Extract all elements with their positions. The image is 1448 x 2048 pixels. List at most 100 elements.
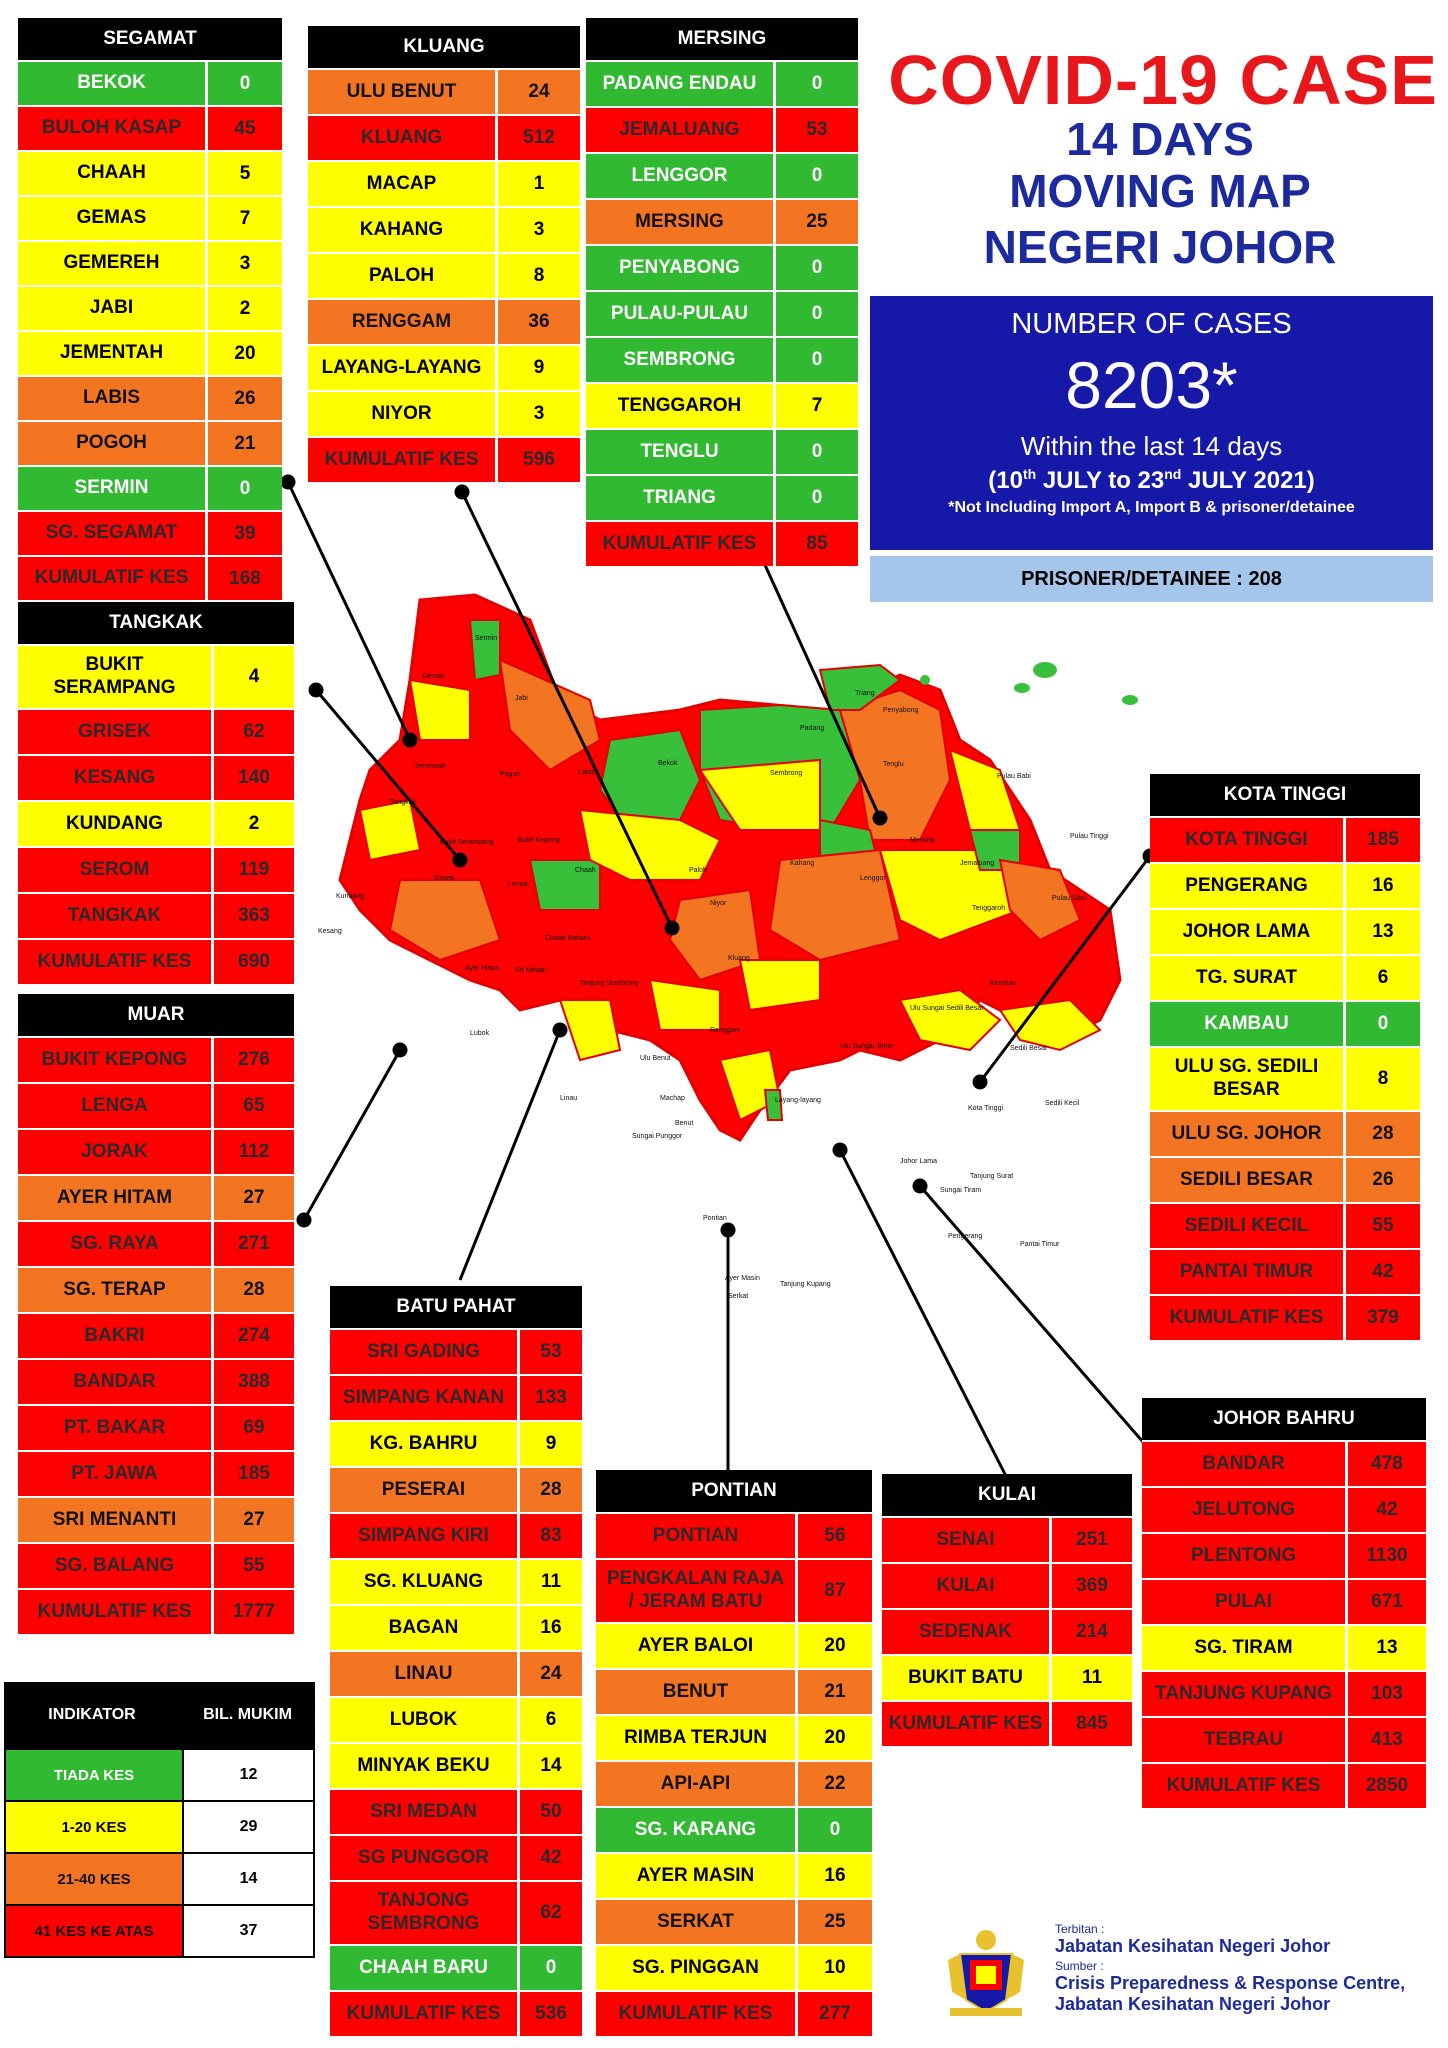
mukim-row: SERKAT 25 — [596, 1898, 872, 1944]
mukim-case-count: 1 — [533, 173, 545, 194]
mukim-name: PANTAI TIMUR — [1150, 1250, 1346, 1294]
mukim-row: PLENTONG 1130 — [1142, 1532, 1426, 1578]
mukim-case-count: 26 — [1372, 1169, 1394, 1190]
mukim-row: KAMBAU 0 — [1150, 1000, 1420, 1046]
mukim-name: PULAI — [1142, 1580, 1348, 1624]
mukim-case-count: 7 — [811, 395, 823, 416]
mukim-case-count: 9 — [533, 357, 545, 378]
mukim-name: PT. JAWA — [18, 1452, 214, 1496]
mukim-name: API-API — [596, 1762, 798, 1806]
mukim-row: SEMBRONG 0 — [586, 336, 858, 382]
mukim-case-count: 0 — [811, 303, 823, 324]
mukim-case-count: 478 — [1371, 1453, 1403, 1474]
mukim-case-count: 0 — [811, 165, 823, 186]
mukim-case-count: 251 — [1076, 1529, 1108, 1550]
mukim-case-count: 3 — [533, 219, 545, 240]
panel-header: MERSING — [586, 18, 858, 60]
mukim-case-count: 39 — [234, 522, 256, 544]
mukim-row: LUBOK 6 — [330, 1696, 582, 1742]
mukim-case-count: 0 — [811, 257, 823, 278]
map-label: Gemas — [422, 673, 445, 680]
mukim-name: SG PUNGGOR — [330, 1836, 520, 1880]
map-label: Tanjung Surat — [970, 1173, 1013, 1180]
map-label: Sedili Besar — [1010, 1045, 1048, 1052]
mukim-row: JOHOR LAMA 13 — [1150, 908, 1420, 954]
mukim-row: BUKIT SERAMPANG 4 — [18, 644, 294, 708]
map-label: Layang-layang — [775, 1097, 821, 1104]
legend-mukim-count: 37 — [182, 1906, 315, 1956]
mukim-row: SRI MEDAN 50 — [330, 1788, 582, 1834]
mukim-name: JORAK — [18, 1130, 214, 1174]
panel-header: PONTIAN — [596, 1470, 872, 1512]
mukim-name: SRI MENANTI — [18, 1498, 214, 1542]
mukim-case-count: 0 — [811, 441, 823, 462]
map-label: Kahang — [790, 860, 814, 867]
mukim-name: SG. RAYA — [18, 1222, 214, 1266]
map-label: Jemaluang — [960, 860, 994, 867]
mukim-case-count: 214 — [1076, 1621, 1108, 1642]
mukim-row: PENGKALAN RAJA / JERAM BATU 87 — [596, 1558, 872, 1622]
map-label: Pontian — [703, 1215, 727, 1222]
mukim-name: SG. BALANG — [18, 1544, 214, 1588]
mukim-row: NIYOR 3 — [308, 390, 580, 436]
map-region-pontian-yellow — [558, 999, 622, 1062]
map-label: Serkat — [728, 1293, 748, 1300]
mukim-case-count: 413 — [1371, 1729, 1403, 1750]
mukim-name: SERKAT — [596, 1900, 798, 1944]
mukim-name: SG. KARANG — [596, 1808, 798, 1852]
mukim-name: SERMIN — [18, 467, 208, 510]
map-label: Johor Lama — [900, 1158, 937, 1165]
mukim-case-count: 119 — [238, 859, 270, 880]
mukim-case-count: 13 — [1372, 921, 1394, 942]
mukim-name: CHAAH BARU — [330, 1946, 520, 1990]
mukim-row: PONTIAN 56 — [596, 1512, 872, 1558]
mukim-name: ULU SG. JOHOR — [1150, 1112, 1346, 1156]
panel-mersing: MERSING PADANG ENDAU 0 JEMALUANG 53 LENGGOR 0 M… — [586, 18, 858, 566]
mukim-case-count: 50 — [540, 1801, 562, 1822]
map-label: Bukit Serampang — [440, 839, 494, 846]
mukim-row: TENGLU 0 — [586, 428, 858, 474]
mukim-name: PONTIAN — [596, 1514, 798, 1558]
map-label: Paloh — [689, 867, 707, 874]
mukim-name: BAKRI — [18, 1314, 214, 1358]
map-label: Ulu Benut — [640, 1055, 671, 1062]
mukim-name: SG. SEGAMAT — [18, 512, 208, 555]
mukim-name: KUMULATIF KES — [18, 1590, 214, 1634]
mukim-name: JELUTONG — [1142, 1488, 1348, 1532]
mukim-name: BAGAN — [330, 1606, 520, 1650]
map-label: Triang — [855, 690, 875, 697]
map-label: Pengerang — [948, 1233, 982, 1240]
mukim-row: SG. TERAP 28 — [18, 1266, 294, 1312]
mukim-row: TANGKAK 363 — [18, 892, 294, 938]
panel-batu-pahat: BATU PAHAT SRI GADING 53 SIMPANG KANAN 133 KG… — [330, 1286, 582, 2036]
mukim-case-count: 0 — [811, 73, 823, 94]
mukim-name: MACAP — [308, 162, 498, 206]
map-label: Kesang — [318, 928, 342, 935]
panel-muar: MUAR BUKIT KEPONG 276 LENGA 65 JORAK 112 AYER H… — [18, 994, 294, 1634]
mukim-row: KUMULATIF KES 1777 — [18, 1588, 294, 1634]
map-region-layang-layang — [738, 959, 821, 1012]
cases-label: NUMBER OF CASES — [1011, 308, 1292, 340]
mukim-row: TENGGAROH 7 — [586, 382, 858, 428]
mukim-name: SG. PINGGAN — [596, 1946, 798, 1990]
mukim-case-count: 8 — [1377, 1068, 1389, 1089]
mukim-case-count: 690 — [238, 951, 270, 972]
mukim-row: LABIS 26 — [18, 375, 282, 420]
mukim-name: SEDILI BESAR — [1150, 1158, 1346, 1202]
mukim-row: ULU SG. JOHOR 28 — [1150, 1110, 1420, 1156]
mukim-case-count: 369 — [1076, 1575, 1108, 1596]
mukim-row: LENGGOR 0 — [586, 152, 858, 198]
map-label: Sermin — [475, 635, 497, 642]
mukim-case-count: 3 — [533, 403, 545, 424]
prisoner-detainee-count: PRISONER/DETAINEE : 208 — [870, 556, 1433, 602]
mukim-row: PALOH 8 — [308, 252, 580, 298]
mukim-row: JORAK 112 — [18, 1128, 294, 1174]
mukim-name: TENGLU — [586, 430, 776, 474]
map-label: Kluang — [728, 955, 750, 962]
mukim-row: GEMEREH 3 — [18, 240, 282, 285]
map-island-pulau-babi — [920, 675, 930, 685]
mukim-name: PT. BAKAR — [18, 1406, 214, 1450]
mukim-case-count: 25 — [806, 211, 828, 232]
title-line-3: MOVING MAP — [1009, 165, 1311, 217]
mukim-name: PENGKALAN RAJA / JERAM BATU — [596, 1560, 798, 1622]
